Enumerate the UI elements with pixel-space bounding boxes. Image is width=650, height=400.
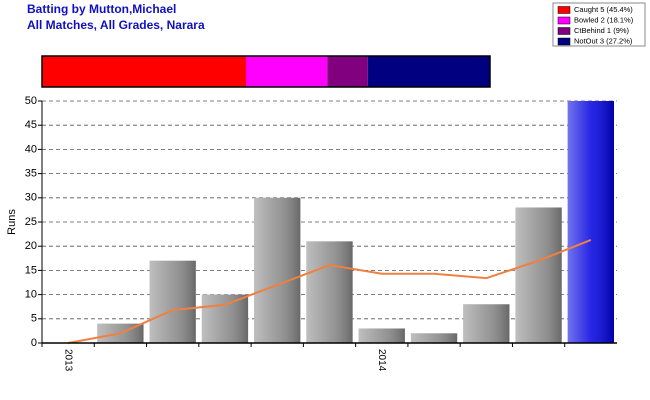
legend-label: CtBehind 1 (9%) xyxy=(574,26,630,35)
y-tick-label: 5 xyxy=(31,313,37,325)
bar-shade xyxy=(149,260,196,343)
x-tick-label: 2014 xyxy=(376,349,387,372)
stack-segment xyxy=(327,56,368,87)
y-tick-label: 50 xyxy=(25,95,37,107)
bar-shade xyxy=(463,304,510,343)
y-tick-label: 25 xyxy=(25,216,37,228)
y-tick-label: 45 xyxy=(25,119,37,131)
y-tick-label: 0 xyxy=(31,337,37,349)
bar-shade xyxy=(515,207,562,343)
bar-shade xyxy=(306,241,353,343)
y-tick-label: 40 xyxy=(25,143,37,155)
stack-segment xyxy=(42,56,247,87)
y-tick-label: 30 xyxy=(25,192,37,204)
y-tick-label: 15 xyxy=(25,264,37,276)
bar-shade xyxy=(567,101,614,343)
legend-label: Bowled 2 (18.1%) xyxy=(574,15,634,24)
y-tick-label: 20 xyxy=(25,240,37,252)
legend-label: NotOut 3 (27.2%) xyxy=(574,36,633,45)
chart-subtitle: All Matches, All Grades, Narara xyxy=(27,18,205,32)
bar-shade xyxy=(410,333,458,343)
bar-shade xyxy=(254,197,301,343)
legend-label: Caught 5 (45.4%) xyxy=(574,5,633,14)
chart-title: Batting by Mutton,Michael xyxy=(27,2,176,16)
bar-shade xyxy=(201,294,249,343)
legend-swatch xyxy=(557,16,571,25)
legend-swatch xyxy=(557,37,571,46)
x-tick-label: 2013 xyxy=(62,349,73,372)
y-axis-label: Runs xyxy=(6,209,18,235)
y-tick-label: 35 xyxy=(25,168,37,180)
stack-segment xyxy=(367,56,490,87)
bar-shade xyxy=(358,328,405,343)
trend-line xyxy=(67,238,592,344)
stack-segment xyxy=(246,56,328,87)
stack-border xyxy=(41,55,491,88)
y-tick-label: 10 xyxy=(25,289,37,301)
legend-swatch xyxy=(557,6,571,14)
legend-swatch xyxy=(557,27,571,35)
